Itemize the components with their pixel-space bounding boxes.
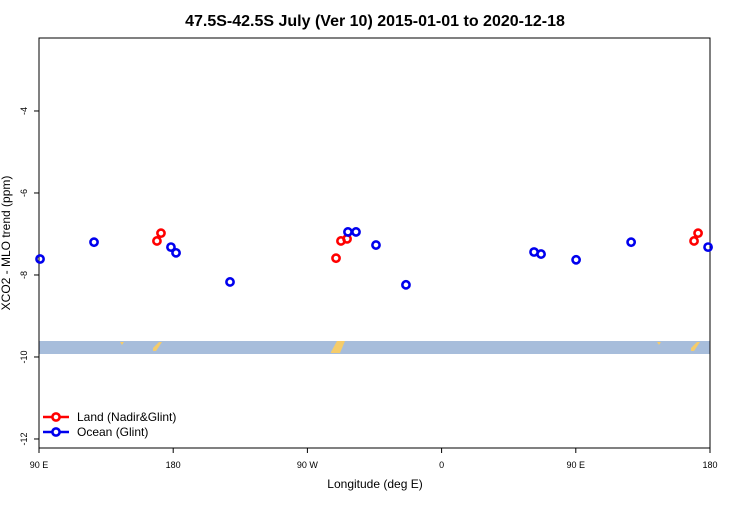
point — [156, 228, 166, 239]
point — [371, 240, 381, 250]
chart-title: 47.5S-42.5S July (Ver 10) 2015-01-01 to … — [185, 13, 565, 30]
point — [343, 227, 353, 237]
point — [171, 247, 181, 258]
x-tick-label: 90 E — [30, 460, 49, 470]
y-tick-label: -8 — [19, 271, 29, 279]
point — [571, 254, 581, 265]
x-tick-label: 180 — [702, 460, 717, 470]
y-tick-label: -12 — [19, 432, 29, 445]
point — [225, 277, 235, 287]
legend-marker — [51, 412, 61, 422]
y-tick-label: -4 — [19, 107, 29, 115]
x-tick-label: 90 E — [567, 460, 586, 470]
legend-label: Land (Nadir&Glint) — [77, 410, 176, 424]
y-axis-label: XCO2 - MLO trend (ppm) — [0, 176, 13, 311]
x-tick-label: 180 — [166, 460, 181, 470]
point — [703, 242, 713, 252]
point — [401, 279, 411, 290]
legend-marker — [51, 427, 61, 437]
point — [689, 236, 699, 246]
point — [693, 228, 703, 239]
point — [331, 253, 341, 264]
legend-label: Ocean (Glint) — [77, 425, 148, 439]
surface-strip — [39, 341, 710, 354]
x-tick-label: 90 W — [297, 460, 319, 470]
point — [35, 254, 45, 264]
point — [166, 242, 176, 252]
point — [152, 236, 162, 246]
point — [89, 237, 99, 248]
x-tick-label: 0 — [439, 460, 444, 470]
point — [626, 237, 637, 248]
y-tick-label: -6 — [19, 189, 29, 197]
y-tick-label: -10 — [19, 350, 29, 363]
point — [536, 249, 546, 259]
x-axis-label: Longitude (deg E) — [327, 477, 422, 491]
point — [351, 227, 361, 237]
